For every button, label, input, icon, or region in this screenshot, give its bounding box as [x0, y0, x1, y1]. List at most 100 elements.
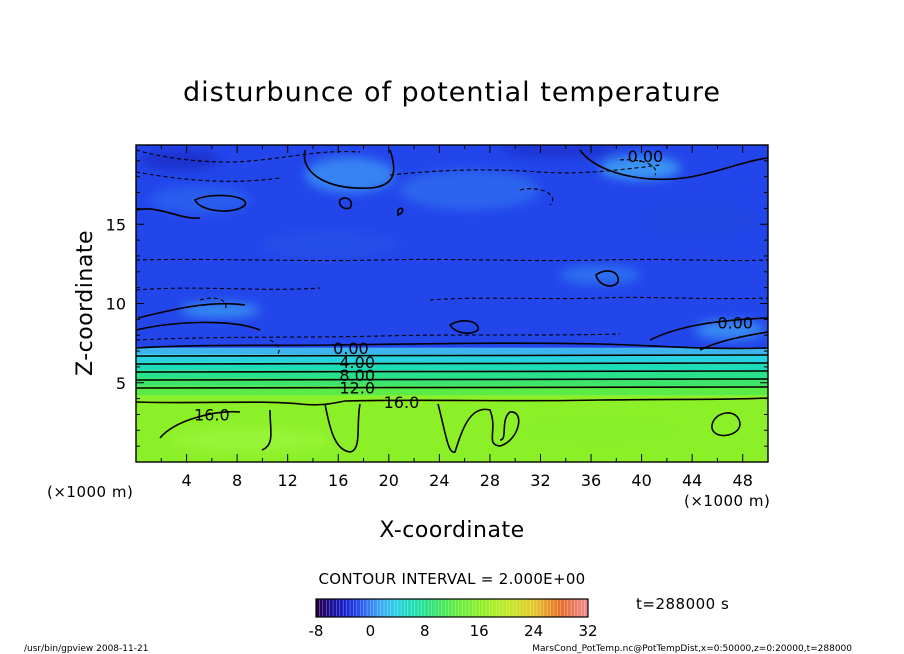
- colorbar-cell: [373, 599, 378, 617]
- contour-label-6: 16.0: [384, 393, 420, 412]
- footer-left: /usr/bin/gpview 2008-11-21: [24, 644, 148, 654]
- colorbar-cell: [577, 599, 582, 617]
- colorbar-cell: [360, 599, 364, 617]
- colorbar-cell: [421, 599, 426, 617]
- colorbar-cell: [472, 599, 477, 617]
- colorbar-cell: [479, 599, 483, 617]
- plot-area: [136, 145, 768, 462]
- contour-lines-dashed: [136, 149, 768, 357]
- colorbar-cell: [353, 599, 358, 617]
- colorbar-cell: [384, 599, 388, 617]
- colorbar-cell: [584, 599, 589, 617]
- x-tick-label: 44: [682, 471, 702, 490]
- x-tick-label: 12: [278, 471, 298, 490]
- colorbar-cell: [509, 599, 514, 617]
- x-tick-label: 40: [631, 471, 651, 490]
- colorbar-cell: [560, 599, 565, 617]
- colorbar-cell: [343, 599, 347, 617]
- colorbar-cell: [438, 599, 443, 617]
- colorbar-cell: [387, 599, 392, 617]
- contour-label-4: 8.00: [339, 366, 375, 385]
- colorbar-cell: [333, 599, 337, 617]
- colorbar-cell: [465, 599, 470, 617]
- colorbar-cell: [506, 599, 511, 617]
- colorbar-cell: [424, 599, 429, 617]
- x-tick-label: 36: [581, 471, 601, 490]
- colorbar-cell: [455, 599, 460, 617]
- colorbar-cell: [411, 599, 415, 617]
- colorbar-tick-label: -8: [309, 622, 324, 640]
- colorbar-cell: [397, 599, 402, 617]
- colorbar-cell: [571, 599, 575, 617]
- colorbar-cell: [537, 599, 541, 617]
- colorbar-cell: [513, 599, 517, 617]
- heatmap-texture: [140, 145, 765, 452]
- contour-lines: [136, 149, 768, 453]
- heatmap-layer-3: [136, 362, 768, 371]
- y-tick-label: 10: [106, 295, 126, 314]
- colorbar-cell: [557, 599, 562, 617]
- colorbar-cell: [435, 599, 439, 617]
- colorbar-frame: [315, 598, 589, 618]
- colorbar-cell: [339, 599, 344, 617]
- contour-label-7: 16.0: [194, 405, 230, 424]
- chart-title: disturbunce of potential temperature: [183, 77, 721, 108]
- colorbar-cell: [356, 599, 361, 617]
- x-tick-label: 48: [733, 471, 753, 490]
- colorbar-cell: [486, 599, 490, 617]
- colorbar-cell: [326, 599, 330, 617]
- colorbar-cell: [574, 599, 579, 617]
- colorbar-cell: [336, 599, 341, 617]
- colorbar-cell: [350, 599, 354, 617]
- x-axis-ticks: 4 8 12 16 20 24 28 32 36 40 44 48: [160, 145, 769, 490]
- colorbar-cell: [346, 599, 351, 617]
- contour-label-0: 0.00: [628, 147, 664, 166]
- colorbar-cell: [547, 599, 551, 617]
- colorbar-cell: [540, 599, 545, 617]
- colorbar-cell: [363, 599, 368, 617]
- colorbar-cell: [431, 599, 436, 617]
- colorbar-cell: [567, 599, 572, 617]
- heatmap-layer-5: [136, 377, 768, 386]
- colorbar-cell: [418, 599, 422, 617]
- colorbar-cell: [401, 599, 405, 617]
- colorbar-cell: [475, 599, 480, 617]
- colorbar-cell: [526, 599, 531, 617]
- x-tick-label: 32: [530, 471, 550, 490]
- x-tick-label: 16: [328, 471, 348, 490]
- colorbar-tick-label: 8: [420, 622, 430, 640]
- x-axis-title: X-coordinate: [379, 518, 524, 543]
- y-tick-label: 15: [106, 215, 126, 234]
- colorbar-cell: [428, 599, 432, 617]
- colorbar-cell: [516, 599, 521, 617]
- contour-interval-text: CONTOUR INTERVAL = 2.000E+00: [318, 570, 585, 588]
- colorbar-cell: [520, 599, 524, 617]
- colorbar-cell: [394, 599, 398, 617]
- heatmap-layer-1: [136, 347, 768, 355]
- colorbar-cell: [390, 599, 395, 617]
- colorbar-cell: [581, 599, 585, 617]
- colorbar-cell: [441, 599, 446, 617]
- colorbar-cell: [322, 599, 327, 617]
- colorbar-cell: [404, 599, 409, 617]
- colorbar-tick-label: 32: [578, 622, 597, 640]
- x-tick-label: 4: [181, 471, 191, 490]
- colorbar: [315, 599, 589, 617]
- colorbar-cell: [370, 599, 375, 617]
- colorbar-cell: [564, 599, 568, 617]
- colorbar-cell: [554, 599, 558, 617]
- x-tick-label: 8: [232, 471, 242, 490]
- colorbar-cell: [380, 599, 385, 617]
- colorbar-cell: [533, 599, 538, 617]
- colorbar-cell: [496, 599, 500, 617]
- contour-label-5: 12.0: [339, 379, 375, 398]
- colorbar-tick-label: 0: [366, 622, 376, 640]
- colorbar-cell: [414, 599, 419, 617]
- colorbar-ticks: -8 0 8 16 24 32: [309, 622, 598, 640]
- colorbar-cell: [469, 599, 473, 617]
- contour-label-3: 4.00: [339, 353, 375, 372]
- colorbar-cell: [445, 599, 449, 617]
- heatmap-layer-2: [136, 354, 768, 363]
- y-tick-label: 5: [116, 374, 126, 393]
